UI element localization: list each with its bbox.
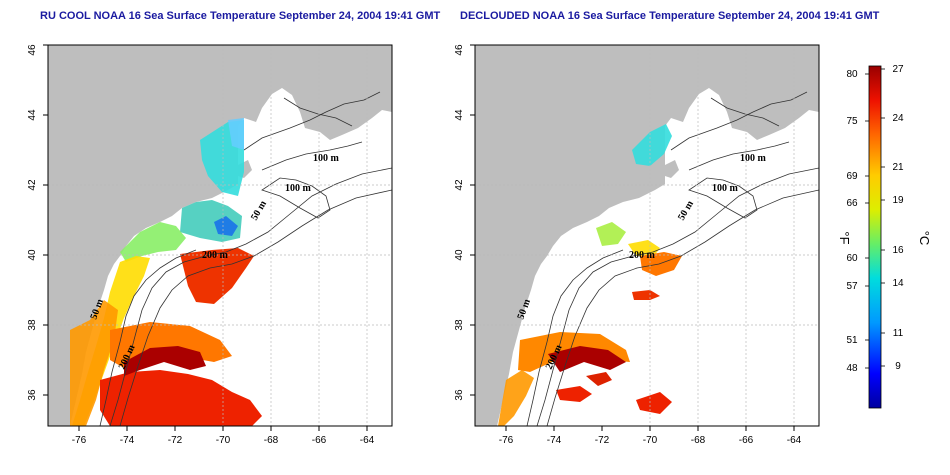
y-tick-label: 38 bbox=[454, 319, 465, 331]
x-tick-label: -74 bbox=[120, 435, 135, 446]
right-map-title: DECLOUDED NOAA 16 Sea Surface Temperatur… bbox=[460, 10, 880, 22]
celsius-tick-label: 9 bbox=[895, 361, 901, 372]
fahrenheit-tick-label: 57 bbox=[846, 281, 858, 292]
left-sst-orange-band bbox=[70, 300, 118, 426]
left-map-frame bbox=[47, 44, 393, 427]
y-tick-label: 42 bbox=[454, 179, 465, 191]
fahrenheit-unit-label: °F bbox=[837, 231, 852, 244]
x-tick-label: -72 bbox=[595, 435, 610, 446]
right-sst-red-patch bbox=[632, 290, 660, 300]
celsius-tick-label: 14 bbox=[892, 278, 904, 289]
right-sst-green-patch bbox=[596, 222, 626, 246]
x-tick-label: -68 bbox=[691, 435, 706, 446]
fahrenheit-tick-label: 48 bbox=[846, 363, 858, 374]
y-tick-label: 46 bbox=[27, 44, 38, 56]
x-tick-label: -66 bbox=[739, 435, 754, 446]
left-map-panel: 100 m 100 m 50 m 200 m 50 m 200 m -76 -7… bbox=[27, 44, 393, 446]
right-grid-lines bbox=[475, 45, 819, 426]
celsius-unit-label: °C bbox=[917, 231, 932, 246]
right-sst-red-patch bbox=[556, 386, 592, 402]
right-land bbox=[475, 45, 819, 426]
right-x-axis: -76 -74 -72 -70 -68 -66 -64 bbox=[499, 426, 802, 446]
celsius-tick-label: 21 bbox=[892, 162, 904, 173]
x-tick-label: -66 bbox=[312, 435, 327, 446]
temperature-colorbar: 80 75 69 66 60 57 51 48 27 24 21 19 16 1… bbox=[837, 64, 932, 409]
y-tick-label: 40 bbox=[27, 249, 38, 261]
y-tick-label: 40 bbox=[454, 249, 465, 261]
y-tick-label: 38 bbox=[27, 319, 38, 331]
left-sst-green-patch bbox=[120, 222, 186, 262]
left-contour-label-100m: 100 m bbox=[285, 183, 312, 194]
right-contour-label-100m: 100 m bbox=[740, 153, 767, 164]
right-map-panel: 100 m 100 m 50 m 200 m 50 m 200 m -76 -7… bbox=[454, 44, 820, 446]
right-sst-orange-patch bbox=[640, 252, 682, 276]
y-tick-label: 36 bbox=[454, 389, 465, 401]
left-sst-red-patch bbox=[100, 370, 262, 426]
x-tick-label: -64 bbox=[360, 435, 375, 446]
right-sst-dark-red-patch bbox=[548, 346, 626, 372]
fahrenheit-tick-label: 75 bbox=[846, 116, 858, 127]
x-tick-label: -68 bbox=[264, 435, 279, 446]
x-tick-label: -76 bbox=[499, 435, 514, 446]
left-sst-red-patch bbox=[180, 248, 254, 304]
left-sst-dark-red-patch bbox=[124, 346, 206, 376]
right-sst-cool-patch bbox=[632, 124, 672, 166]
celsius-tick-label: 11 bbox=[893, 328, 904, 339]
y-tick-label: 44 bbox=[454, 109, 465, 121]
celsius-tick-label: 16 bbox=[892, 245, 904, 256]
left-sst-blue-patch bbox=[214, 216, 238, 236]
x-tick-label: -64 bbox=[787, 435, 802, 446]
left-contour-label-200m: 200 m bbox=[202, 250, 229, 261]
left-bathymetry-contours bbox=[99, 91, 392, 426]
right-bathymetry-contours bbox=[526, 91, 819, 426]
left-contour-label-100m: 100 m bbox=[313, 153, 340, 164]
x-tick-label: -70 bbox=[643, 435, 658, 446]
fahrenheit-tick-label: 51 bbox=[846, 335, 858, 346]
right-y-axis: 36 38 40 42 44 46 bbox=[454, 44, 475, 401]
right-land-cape bbox=[665, 160, 679, 178]
left-map-title: RU COOL NOAA 16 Sea Surface Temperature … bbox=[40, 10, 441, 22]
fahrenheit-tick-label: 60 bbox=[846, 253, 858, 264]
left-grid-lines bbox=[48, 45, 392, 426]
colorbar-gradient bbox=[868, 65, 882, 409]
right-contour-label-200m: 200 m bbox=[629, 250, 656, 261]
left-land bbox=[48, 45, 392, 426]
right-contour-label-100m: 100 m bbox=[712, 183, 739, 194]
left-y-axis: 36 38 40 42 44 46 bbox=[27, 44, 48, 401]
right-sst-red-patch bbox=[586, 372, 612, 386]
y-tick-label: 46 bbox=[454, 44, 465, 56]
right-sst-coastal-band bbox=[498, 370, 534, 426]
y-tick-label: 42 bbox=[27, 179, 38, 191]
fahrenheit-tick-label: 69 bbox=[846, 171, 858, 182]
x-tick-label: -74 bbox=[547, 435, 562, 446]
fahrenheit-tick-label: 66 bbox=[846, 198, 858, 209]
celsius-tick-label: 24 bbox=[892, 113, 904, 124]
right-sst-red-patch bbox=[636, 392, 672, 414]
x-tick-label: -76 bbox=[72, 435, 87, 446]
y-tick-label: 44 bbox=[27, 109, 38, 121]
x-tick-label: -72 bbox=[168, 435, 183, 446]
right-map-frame bbox=[474, 44, 820, 427]
celsius-tick-label: 19 bbox=[892, 195, 904, 206]
celsius-tick-label: 27 bbox=[892, 64, 904, 75]
x-tick-label: -70 bbox=[216, 435, 231, 446]
fahrenheit-tick-label: 80 bbox=[846, 69, 858, 80]
left-sst-cool-patch bbox=[228, 118, 244, 150]
left-x-axis: -76 -74 -72 -70 -68 -66 -64 bbox=[72, 426, 375, 446]
y-tick-label: 36 bbox=[27, 389, 38, 401]
